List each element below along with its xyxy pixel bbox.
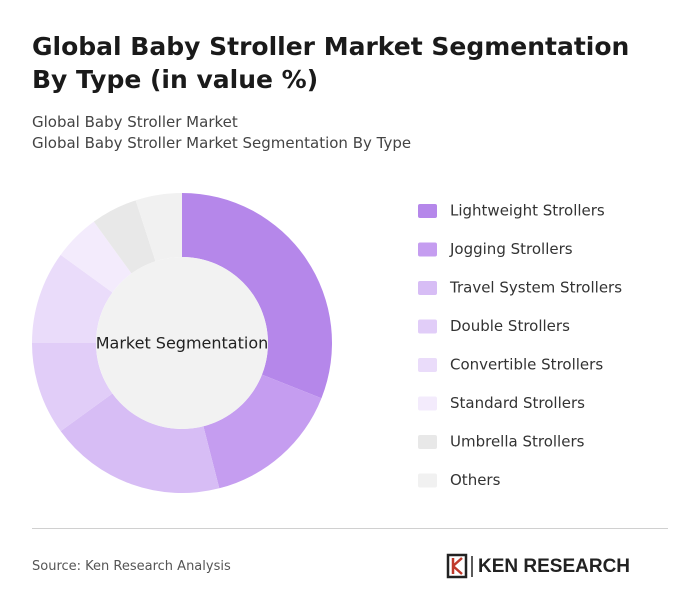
donut-segment: [60, 393, 220, 494]
donut-segment: [32, 254, 113, 343]
legend-swatch: [418, 204, 437, 218]
source: Source: Ken Research Analysis: [32, 559, 231, 574]
legend-swatch: [418, 396, 437, 411]
logo: KEN RESEARCH: [446, 553, 630, 579]
donut-segment: [93, 200, 156, 274]
donut-segment: [203, 374, 322, 489]
donut-hole: [96, 257, 268, 429]
logo-text: KEN RESEARCH: [478, 556, 630, 577]
legend-label: Standard Strollers: [450, 394, 585, 412]
subtitle: Global Baby Stroller Market: [32, 113, 238, 131]
legend-swatch: [418, 473, 437, 488]
donut-segment: [182, 193, 332, 399]
donut-segment: [60, 221, 132, 293]
legend-label: Double Strollers: [450, 317, 570, 335]
legend-label: Others: [450, 471, 501, 489]
legend-label: Travel System Strollers: [449, 279, 622, 297]
donut-segment: [135, 193, 182, 262]
legend-swatch: [418, 281, 437, 295]
donut-segment: [32, 343, 113, 432]
legend-swatch: [418, 319, 437, 334]
legend-label: Jogging Strollers: [449, 240, 573, 258]
legend-swatch: [418, 358, 437, 372]
legend-swatch: [418, 435, 437, 449]
separator: [32, 528, 668, 529]
legend-swatch: [418, 242, 437, 257]
center-label: Market Segmentation: [96, 334, 269, 353]
legend-label: Convertible Strollers: [450, 356, 603, 374]
legend-label: Lightweight Strollers: [450, 202, 605, 220]
subtitle: Global Baby Stroller Market Segmentation…: [32, 134, 412, 152]
title: Global Baby Stroller Market Segmentation…: [32, 32, 630, 94]
chart: Market Segmentation Lightweight Strollers…: [32, 193, 622, 494]
legend-label: Umbrella Strollers: [450, 433, 585, 451]
